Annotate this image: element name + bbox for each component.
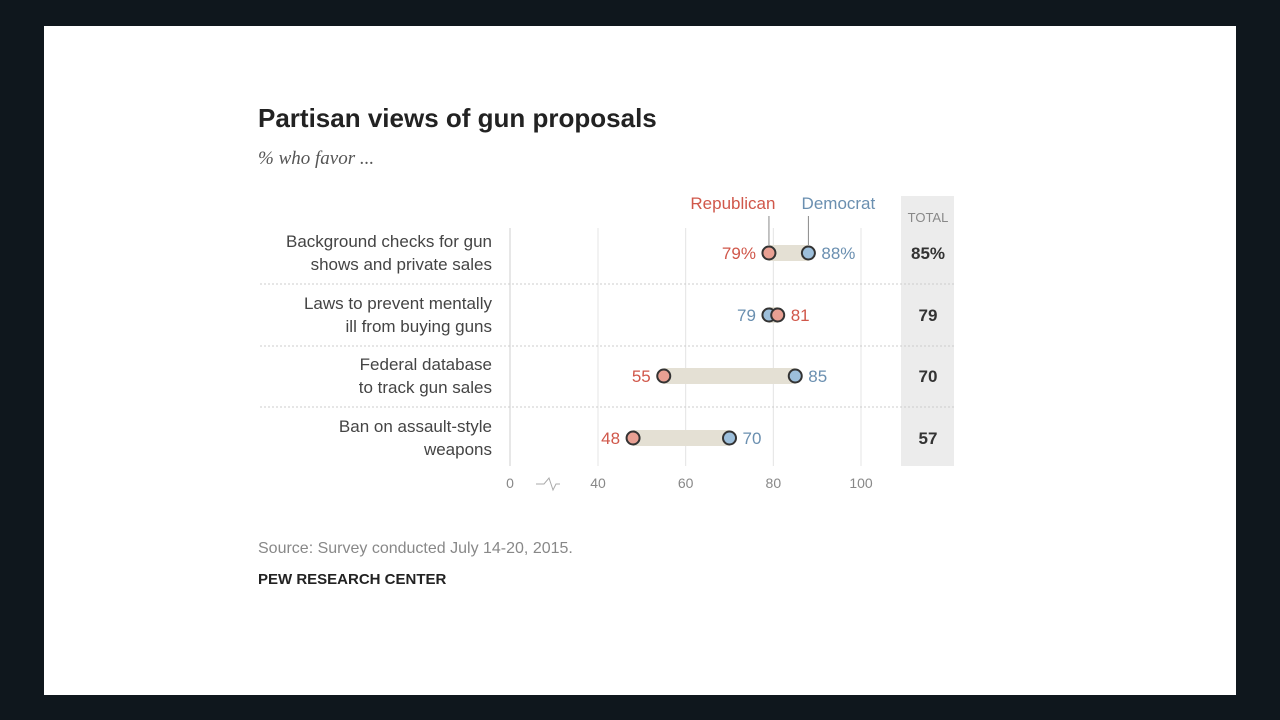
category-label-line1: Laws to prevent mentally — [304, 294, 493, 313]
category-label-line1: Ban on assault-style — [339, 417, 492, 436]
chart-subtitle: % who favor ... — [258, 148, 374, 169]
total-value: 57 — [919, 429, 938, 448]
category-label-line1: Federal database — [360, 355, 492, 374]
category-label-line1: Background checks for gun — [286, 232, 492, 251]
row-2: Laws to prevent mentally ill from buying … — [304, 294, 938, 336]
republican-dot — [761, 245, 777, 261]
row-1: Background checks for gun shows and priva… — [286, 232, 945, 274]
republican-dot — [625, 430, 641, 446]
category-label-line2: ill from buying guns — [346, 317, 492, 336]
republican-value: 55 — [632, 367, 651, 386]
republican-value: 81 — [791, 306, 810, 325]
data-rows: Background checks for gun shows and priva… — [286, 232, 945, 459]
category-label-line2: shows and private sales — [311, 255, 492, 274]
source-note: Source: Survey conducted July 14-20, 201… — [258, 540, 573, 557]
row-4: Ban on assault-style weapons 48 70 57 — [339, 417, 938, 459]
x-tick-label-40: 40 — [590, 475, 606, 491]
range-bar — [663, 368, 796, 384]
range-bar — [768, 245, 809, 261]
chart-title: Partisan views of gun proposals — [258, 103, 657, 133]
total-header: TOTAL — [908, 210, 949, 225]
gridlines — [509, 228, 862, 466]
brand-label: PEW RESEARCH CENTER — [258, 571, 447, 588]
total-value: 79 — [919, 306, 938, 325]
legend-democrat: Democrat — [802, 194, 876, 213]
row-3: Federal database to track gun sales 55 85 70 — [359, 355, 938, 397]
range-bar — [633, 430, 730, 446]
x-axis: 40 60 80 100 0 — [506, 475, 873, 492]
democrat-value: 88% — [821, 244, 855, 263]
democrat-dot — [722, 430, 737, 446]
x-tick-label-80: 80 — [766, 475, 782, 491]
legend: Republican Democrat — [690, 194, 876, 245]
legend-republican: Republican — [690, 194, 775, 213]
democrat-dot — [787, 368, 803, 384]
republican-value: 48 — [601, 429, 620, 448]
republican-dot — [770, 307, 786, 323]
x-tick-label-100: 100 — [849, 475, 873, 491]
total-value: 85% — [911, 244, 945, 263]
democrat-value: 85 — [808, 367, 827, 386]
x-tick-label-0: 0 — [506, 475, 514, 491]
total-value: 70 — [919, 367, 938, 386]
total-column-bg — [901, 196, 954, 466]
democrat-value: 79 — [737, 306, 756, 325]
republican-dot — [656, 368, 672, 384]
category-label-line2: weapons — [423, 440, 492, 459]
axis-break-mark — [536, 476, 560, 492]
republican-value: 79% — [722, 244, 756, 263]
x-tick-label-60: 60 — [678, 475, 694, 491]
democrat-dot — [800, 245, 816, 261]
democrat-value: 70 — [743, 429, 762, 448]
chart-card: Partisan views of gun proposals % who fa… — [44, 26, 1236, 695]
category-label-line2: to track gun sales — [359, 378, 492, 397]
dot-plot-chart: Partisan views of gun proposals % who fa… — [258, 103, 954, 588]
